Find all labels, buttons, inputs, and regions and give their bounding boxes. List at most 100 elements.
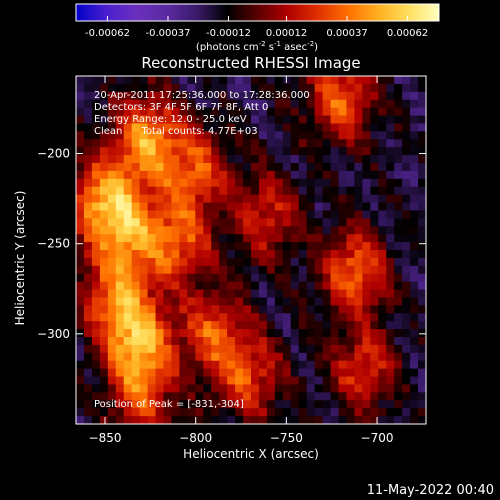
heatmap-cell (274, 305, 284, 314)
heatmap-cell (235, 265, 244, 275)
heatmap-cell (282, 155, 292, 164)
heatmap-cell (211, 115, 220, 125)
heatmap-cell (115, 273, 125, 283)
heatmap-cell (274, 297, 284, 306)
heatmap-cell (298, 234, 308, 243)
heatmap-cell (290, 313, 300, 322)
heatmap-cell (282, 242, 292, 251)
heatmap-cell (330, 368, 340, 378)
heatmap-cell (274, 360, 284, 370)
heatmap-cell (131, 99, 141, 109)
heatmap-cell (354, 186, 363, 196)
heatmap-cell (187, 289, 196, 299)
heatmap-cell (386, 265, 395, 275)
heatmap-cell (306, 107, 316, 117)
heatmap-cell (83, 99, 93, 109)
heatmap-cell (378, 91, 387, 101)
heatmap-cell (163, 226, 173, 235)
heatmap-cell (243, 170, 252, 180)
heatmap-cell (322, 321, 332, 330)
heatmap-cell (179, 265, 188, 275)
heatmap-cell (107, 234, 117, 243)
annotation-energy-range: Energy Range: 12.0 - 25.0 keV (94, 114, 247, 125)
heatmap-cell (274, 202, 284, 212)
heatmap-cell (235, 218, 244, 227)
heatmap-cell (298, 305, 308, 314)
heatmap-cell (330, 265, 340, 275)
heatmap-cell (147, 289, 157, 299)
colorbar (75, 3, 440, 22)
heatmap-cell (306, 139, 316, 148)
heatmap-cell (147, 313, 157, 322)
heatmap-cell (282, 178, 292, 188)
heatmap-cell (386, 234, 395, 243)
heatmap-cell (370, 131, 379, 140)
heatmap-cell (346, 305, 355, 314)
heatmap-cell (378, 368, 387, 378)
heatmap-cell (266, 376, 276, 386)
heatmap-cell (338, 139, 348, 148)
heatmap-cell (266, 202, 276, 212)
heatmap-cell (402, 297, 411, 306)
heatmap-cell (107, 265, 117, 275)
heatmap-cell (147, 360, 157, 370)
heatmap-cell (83, 344, 93, 354)
heatmap-cell (378, 408, 387, 417)
heatmap-cell (346, 321, 355, 330)
heatmap-cell (123, 392, 133, 401)
heatmap-cell (227, 392, 236, 401)
heatmap-cell (147, 297, 157, 306)
heatmap-cell (290, 360, 300, 370)
heatmap-cell (107, 368, 117, 378)
heatmap-cell (266, 408, 276, 417)
heatmap-cell (187, 170, 196, 180)
heatmap-cell (354, 91, 363, 101)
heatmap-cell (362, 313, 371, 322)
heatmap-cell (362, 384, 371, 393)
heatmap-cell (410, 392, 419, 401)
heatmap-cell (235, 368, 244, 378)
heatmap-cell (155, 289, 165, 299)
heatmap-cell (362, 250, 371, 259)
heatmap-cell (155, 376, 165, 386)
heatmap-cell (410, 281, 419, 291)
heatmap-cell (163, 91, 173, 101)
heatmap-cell (163, 107, 173, 117)
heatmap-cell (115, 392, 125, 401)
heatmap-cell (211, 99, 220, 109)
heatmap-cell (370, 392, 379, 401)
heatmap-cell (123, 131, 133, 140)
heatmap-cell (378, 210, 387, 219)
heatmap-cell (139, 257, 149, 267)
heatmap-cell (99, 273, 109, 283)
heatmap-cell (243, 344, 252, 354)
heatmap-cell (107, 83, 117, 93)
heatmap-cell (258, 91, 268, 101)
heatmap-cell (274, 155, 284, 164)
heatmap-cell (290, 194, 300, 204)
heatmap-cell (314, 99, 324, 109)
heatmap-cell (131, 416, 141, 424)
heatmap-cell (155, 147, 165, 156)
heatmap-cell (115, 107, 125, 117)
heatmap-cell (354, 376, 363, 386)
heatmap-cell (155, 186, 165, 196)
heatmap-cell (131, 384, 141, 393)
heatmap-cell (211, 337, 220, 346)
heatmap-cell (370, 408, 379, 417)
heatmap-cell (274, 170, 284, 180)
heatmap-cell (123, 384, 133, 393)
heatmap-cell (219, 131, 228, 140)
heatmap-cell (235, 202, 244, 212)
heatmap-cell (314, 186, 324, 196)
heatmap-cell (282, 226, 292, 235)
heatmap-cell (91, 392, 101, 401)
heatmap-cell (211, 360, 220, 370)
heatmap-cell (298, 178, 308, 188)
heatmap-cell (211, 131, 220, 140)
heatmap-cell (394, 400, 403, 409)
heatmap-cell (314, 226, 324, 235)
heatmap-cell (211, 226, 220, 235)
heatmap-cell (314, 408, 324, 417)
heatmap-cell (211, 170, 220, 180)
